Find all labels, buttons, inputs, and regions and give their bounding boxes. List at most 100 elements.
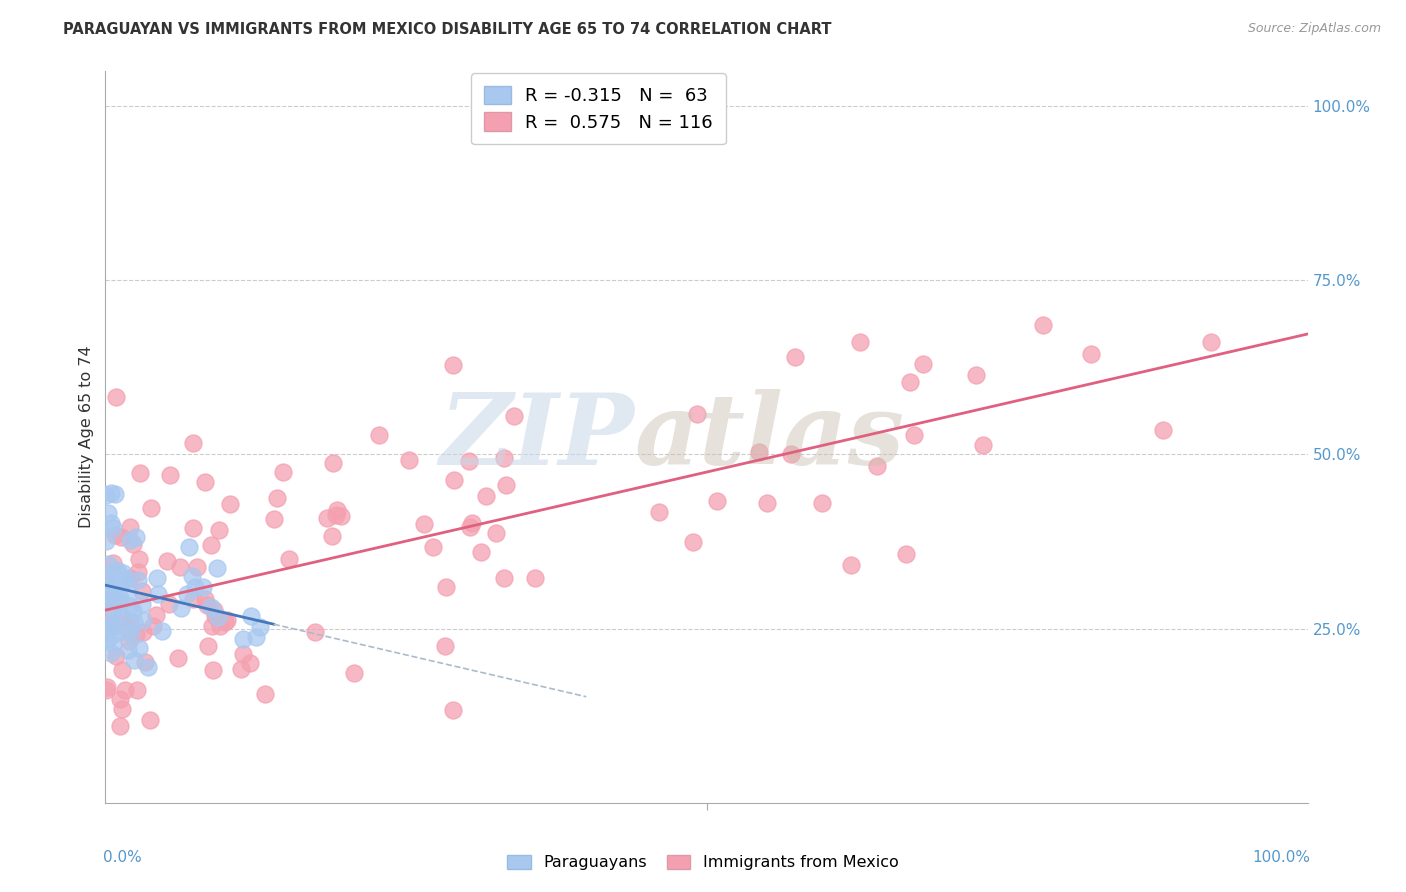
Point bbox=[316, 511, 339, 525]
Point bbox=[110, 609, 132, 624]
Point bbox=[434, 639, 457, 653]
Point bbox=[325, 508, 347, 523]
Point bbox=[146, 587, 169, 601]
Point bbox=[278, 552, 301, 566]
Point bbox=[120, 520, 142, 534]
Point bbox=[101, 603, 124, 617]
Point bbox=[263, 512, 285, 526]
Point bbox=[169, 560, 191, 574]
Point bbox=[166, 651, 188, 665]
Point bbox=[98, 621, 121, 635]
Point bbox=[150, 624, 173, 639]
Point bbox=[134, 656, 156, 670]
Point bbox=[139, 713, 162, 727]
Point bbox=[179, 540, 201, 554]
Point bbox=[458, 454, 481, 468]
Point bbox=[434, 580, 457, 594]
Point bbox=[100, 646, 122, 660]
Point bbox=[128, 640, 150, 655]
Point bbox=[159, 468, 181, 483]
Point bbox=[98, 592, 121, 607]
Point bbox=[181, 521, 204, 535]
Point bbox=[191, 580, 214, 594]
Point bbox=[194, 592, 217, 607]
Point bbox=[136, 660, 159, 674]
Point bbox=[706, 494, 728, 508]
Point bbox=[110, 572, 132, 586]
Point bbox=[110, 574, 132, 588]
Point bbox=[329, 508, 352, 523]
Point bbox=[125, 627, 148, 641]
Point bbox=[108, 718, 131, 732]
Point bbox=[100, 486, 122, 500]
Point bbox=[686, 407, 709, 421]
Point bbox=[139, 500, 162, 515]
Point bbox=[343, 666, 366, 681]
Text: 0.0%: 0.0% bbox=[103, 850, 142, 865]
Point bbox=[98, 568, 121, 582]
Point bbox=[104, 527, 127, 541]
Point bbox=[127, 574, 149, 588]
Point bbox=[254, 687, 277, 701]
Point bbox=[108, 566, 131, 581]
Point bbox=[104, 648, 127, 663]
Point bbox=[866, 458, 889, 473]
Point bbox=[398, 453, 420, 467]
Point bbox=[110, 610, 132, 624]
Point bbox=[114, 682, 136, 697]
Point bbox=[682, 534, 704, 549]
Point bbox=[271, 465, 294, 479]
Point bbox=[474, 489, 496, 503]
Point bbox=[127, 566, 149, 580]
Point bbox=[107, 595, 129, 609]
Text: Source: ZipAtlas.com: Source: ZipAtlas.com bbox=[1247, 22, 1381, 36]
Point bbox=[502, 409, 524, 424]
Point bbox=[118, 599, 141, 614]
Point bbox=[249, 620, 271, 634]
Point bbox=[648, 505, 671, 519]
Point bbox=[200, 599, 222, 614]
Point bbox=[240, 608, 263, 623]
Point bbox=[157, 598, 180, 612]
Text: atlas: atlas bbox=[634, 389, 904, 485]
Point bbox=[97, 506, 120, 520]
Point bbox=[94, 573, 117, 587]
Point bbox=[101, 573, 124, 587]
Point bbox=[368, 428, 391, 442]
Point bbox=[108, 691, 131, 706]
Point bbox=[195, 598, 218, 612]
Point bbox=[197, 639, 219, 653]
Point bbox=[114, 624, 136, 639]
Point bbox=[214, 615, 236, 629]
Point bbox=[101, 521, 124, 535]
Point bbox=[101, 637, 124, 651]
Point bbox=[972, 438, 994, 452]
Point bbox=[1032, 318, 1054, 332]
Point bbox=[911, 357, 934, 371]
Point bbox=[207, 610, 229, 624]
Point bbox=[422, 540, 444, 554]
Point bbox=[105, 572, 128, 586]
Point bbox=[131, 584, 153, 599]
Point bbox=[111, 702, 134, 716]
Point bbox=[97, 606, 120, 620]
Y-axis label: Disability Age 65 to 74: Disability Age 65 to 74 bbox=[79, 346, 94, 528]
Point bbox=[125, 530, 148, 544]
Point bbox=[811, 496, 834, 510]
Point bbox=[201, 619, 224, 633]
Point bbox=[218, 497, 240, 511]
Point bbox=[100, 585, 122, 599]
Point bbox=[111, 566, 134, 581]
Point bbox=[321, 528, 343, 542]
Point bbox=[117, 643, 139, 657]
Point bbox=[1201, 335, 1223, 350]
Point bbox=[194, 475, 217, 489]
Point bbox=[1080, 346, 1102, 360]
Point bbox=[104, 487, 127, 501]
Point bbox=[245, 631, 267, 645]
Point bbox=[97, 632, 120, 646]
Point bbox=[755, 496, 778, 510]
Point bbox=[122, 653, 145, 667]
Point bbox=[266, 491, 288, 506]
Point bbox=[524, 571, 547, 585]
